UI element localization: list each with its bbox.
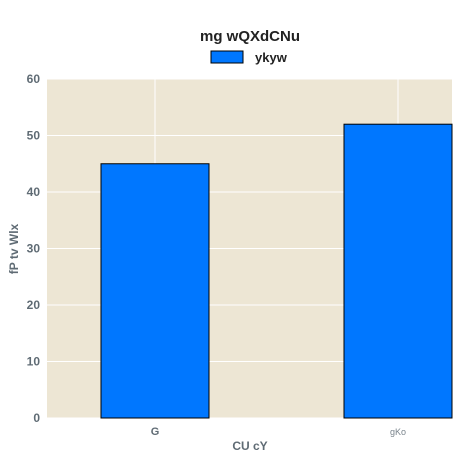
y-tick-label: 40 [27, 185, 41, 199]
y-tick-label: 10 [27, 355, 41, 369]
bar-gKo [343, 123, 453, 419]
legend-swatch [210, 50, 244, 64]
bar-G [100, 163, 210, 419]
y-tick-label: 20 [27, 298, 41, 312]
y-tick-label: 0 [33, 411, 40, 425]
y-tick-label: 60 [27, 72, 41, 86]
legend-label: ykyw [255, 50, 288, 65]
chart-title: mg wQXdCNu [200, 28, 300, 45]
x-tick-label: gKo [390, 427, 406, 437]
y-tick-label: 50 [27, 129, 41, 143]
y-tick-label: 30 [27, 242, 41, 256]
x-axis-label: CU cY [232, 439, 267, 453]
x-tick-label: G [151, 426, 160, 438]
y-axis-label: fP tv Wlx [7, 223, 21, 274]
legend: ykyw [210, 50, 288, 65]
